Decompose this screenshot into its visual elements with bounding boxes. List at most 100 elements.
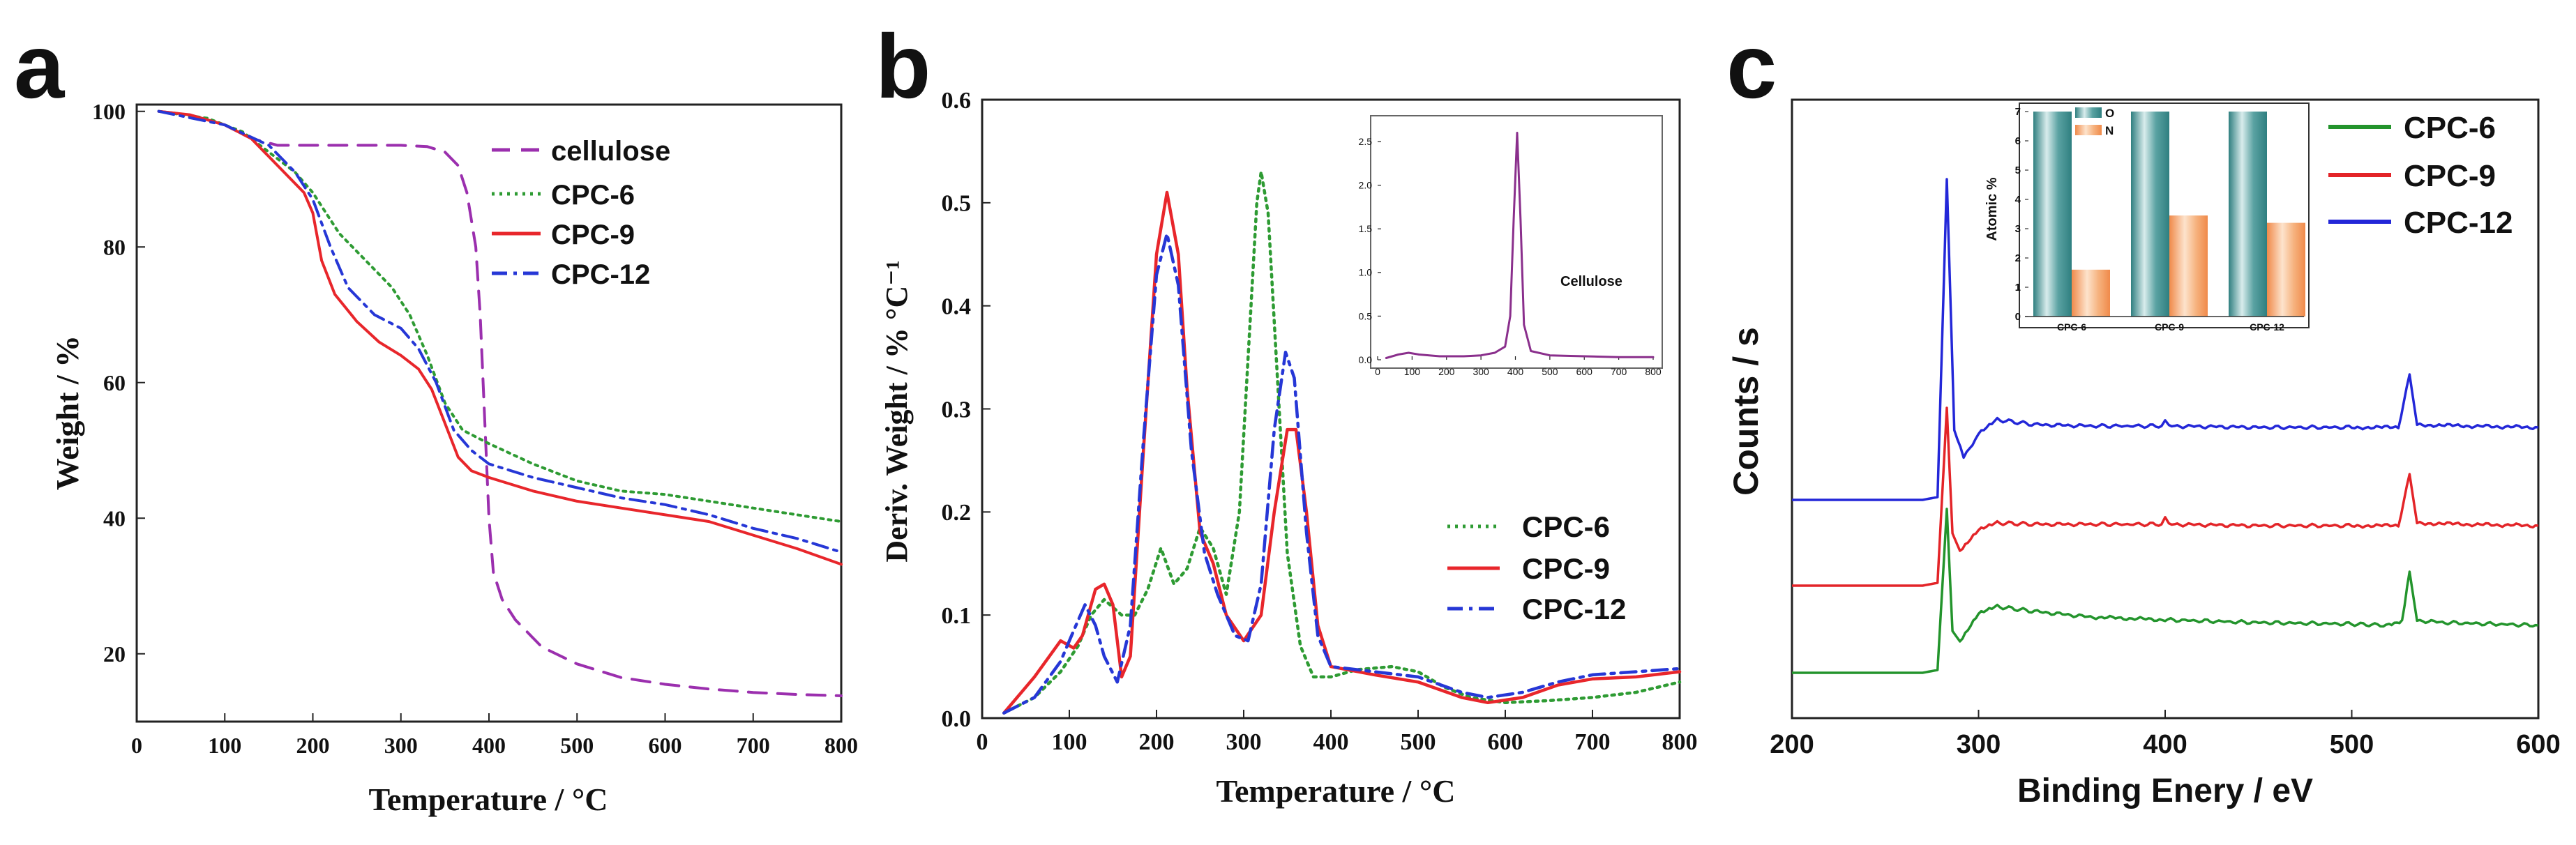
x-tick-label: 600 [1576,366,1593,377]
x-tick-label: 500 [1542,366,1558,377]
x-tick-label: 100 [208,733,241,758]
x-tick-label: 700 [737,733,770,758]
inset-bar-O [2229,112,2267,317]
legend-a-cpc12-label: CPC-12 [551,259,650,290]
inset-legend-label: O [2105,107,2114,120]
panel-c: 200 300 400 500 600 Binding Enery / eV Count… [1726,98,2561,809]
y-tick-label: 40 [103,505,126,531]
panel-letter-b: b [875,15,931,117]
inset-y-tick-label: 4 [2015,194,2021,206]
inset-legend-swatch [2075,125,2102,135]
panel-b-inset-ticks: 0 100 200 300 400 500 600 700 800 0.0 0.5 1.0 1.5 2.0… [1359,136,1662,377]
panel-a-legend: cellulose CPC-6 CPC-9 CPC-12 [492,136,670,290]
inset-category-label: CPC-9 [2155,321,2184,333]
series-line-cpc9 [1002,190,1682,715]
panel-b-inset: 0 100 200 300 400 500 600 700 800 0.0 0.5 1.0 1.5 2.0… [1359,115,1663,377]
panel-a-ylabel: Weight / % [50,335,85,490]
inset-bar-O [2033,112,2072,317]
y-tick-label: 1.5 [1359,223,1373,234]
y-tick-label: 0.2 [942,500,972,526]
series-line-cpc12 [1002,231,1682,715]
x-tick-label: 200 [1438,366,1455,377]
inset-series-line-cellulose [1385,132,1655,359]
legend-b-cpc9-label: CPC-9 [1522,552,1610,585]
panel-b-xlabel: Temperature / °C [1217,773,1456,809]
panel-letter-a: a [14,15,66,117]
y-tick-label: 0.5 [942,191,972,217]
x-tick-label: 600 [649,733,682,758]
y-tick-label: 0.4 [942,294,972,320]
inset-y-tick-label: 2 [2015,252,2021,264]
panel-b-lines [1002,170,1682,715]
x-tick-label: 100 [1052,729,1087,755]
panel-c-legend: CPC-6 CPC-9 CPC-12 [2328,111,2513,240]
panel-letter-c: c [1726,15,1777,117]
inset-y-tick-label: 7 [2015,106,2021,118]
y-tick-label: 80 [103,234,126,259]
legend-a-cellulose-label: cellulose [551,136,670,167]
x-tick-label: 800 [1645,366,1662,377]
series-line-cpc9 [157,109,843,566]
x-tick-label: 200 [296,733,330,758]
series-line-cpc12 [157,109,843,554]
panel-b-ylabel: Deriv. Weight / % °C⁻¹ [880,260,914,562]
x-tick-label: 400 [1507,366,1524,377]
inset-y-tick-label: 1 [2015,282,2021,294]
x-tick-label: 0 [131,733,142,758]
series-line-cpc9 [1792,406,2539,587]
legend-b-cpc12-label: CPC-12 [1522,593,1626,625]
panel-a: 0 100 200 300 400 500 600 700 800 20 40 60 80 100 Tem… [50,99,858,817]
inset-bar-N [2072,269,2110,317]
x-tick-label: 500 [1401,729,1436,755]
inset-legend-swatch [2075,107,2102,118]
panel-c-ylabel: Counts / s [1726,327,1765,496]
series-line-cpc6 [1792,508,2539,674]
y-tick-label: 1.0 [1359,267,1373,278]
inset-y-tick-label: 6 [2015,135,2021,147]
legend-c-cpc6-label: CPC-6 [2404,111,2496,145]
legend-b-cpc6-label: CPC-6 [1522,510,1610,543]
panel-a-frame [135,103,843,723]
legend-c-cpc12-label: CPC-12 [2404,206,2513,240]
series-line-cellulose [157,109,843,697]
x-tick-label: 600 [1488,729,1523,755]
x-tick-label: 400 [1313,729,1349,755]
x-tick-label: 400 [2143,730,2187,759]
y-tick-label: 100 [92,99,126,124]
series-line-cpc6 [1002,170,1682,715]
inset-bar-N [2169,215,2208,317]
inset-bar-O [2131,112,2169,317]
inset-legend-label: N [2105,124,2114,137]
y-tick-label: 0.1 [942,603,972,629]
legend-c-cpc9-label: CPC-9 [2404,159,2496,193]
x-tick-label: 200 [1770,730,1814,759]
panel-c-inset-bars: 0 1 2 3 4 5 6 7 CPC-6 CPC-9 CPC-12 ON [2015,106,2305,333]
x-tick-label: 500 [560,733,594,758]
x-tick-label: 600 [2516,730,2560,759]
panel-c-lines [1792,178,2539,674]
x-tick-label: 400 [472,733,506,758]
inset-y-tick-label: 5 [2015,165,2021,176]
y-tick-label: 2.5 [1359,136,1373,147]
inset-bar-N [2267,222,2305,317]
series-line-cpc12 [1792,178,2539,501]
y-tick-label: 0.3 [942,397,972,422]
panel-c-inset-ylabel: Atomic % [1984,177,2000,241]
series-line-cpc6 [157,109,843,524]
x-tick-label: 300 [1472,366,1489,377]
panel-b-legend: CPC-6 CPC-9 CPC-12 [1447,510,1626,625]
x-tick-label: 0 [1375,366,1380,377]
panel-b-ticks: 0 100 200 300 400 500 600 700 800 0.0 0.1 0.2 0.3 0.4… [942,88,1698,755]
inset-y-tick-label: 3 [2015,223,2021,235]
x-tick-label: 700 [1611,366,1627,377]
y-tick-label: 60 [103,370,126,395]
x-tick-label: 100 [1404,366,1421,377]
inset-y-tick-label: 0 [2015,311,2021,323]
x-tick-label: 300 [1226,729,1262,755]
y-tick-label: 2.0 [1359,180,1373,191]
legend-a-cpc9-label: CPC-9 [551,220,635,250]
x-tick-label: 200 [1139,729,1175,755]
y-tick-label: 0.6 [942,88,972,114]
y-tick-label: 20 [103,641,126,667]
